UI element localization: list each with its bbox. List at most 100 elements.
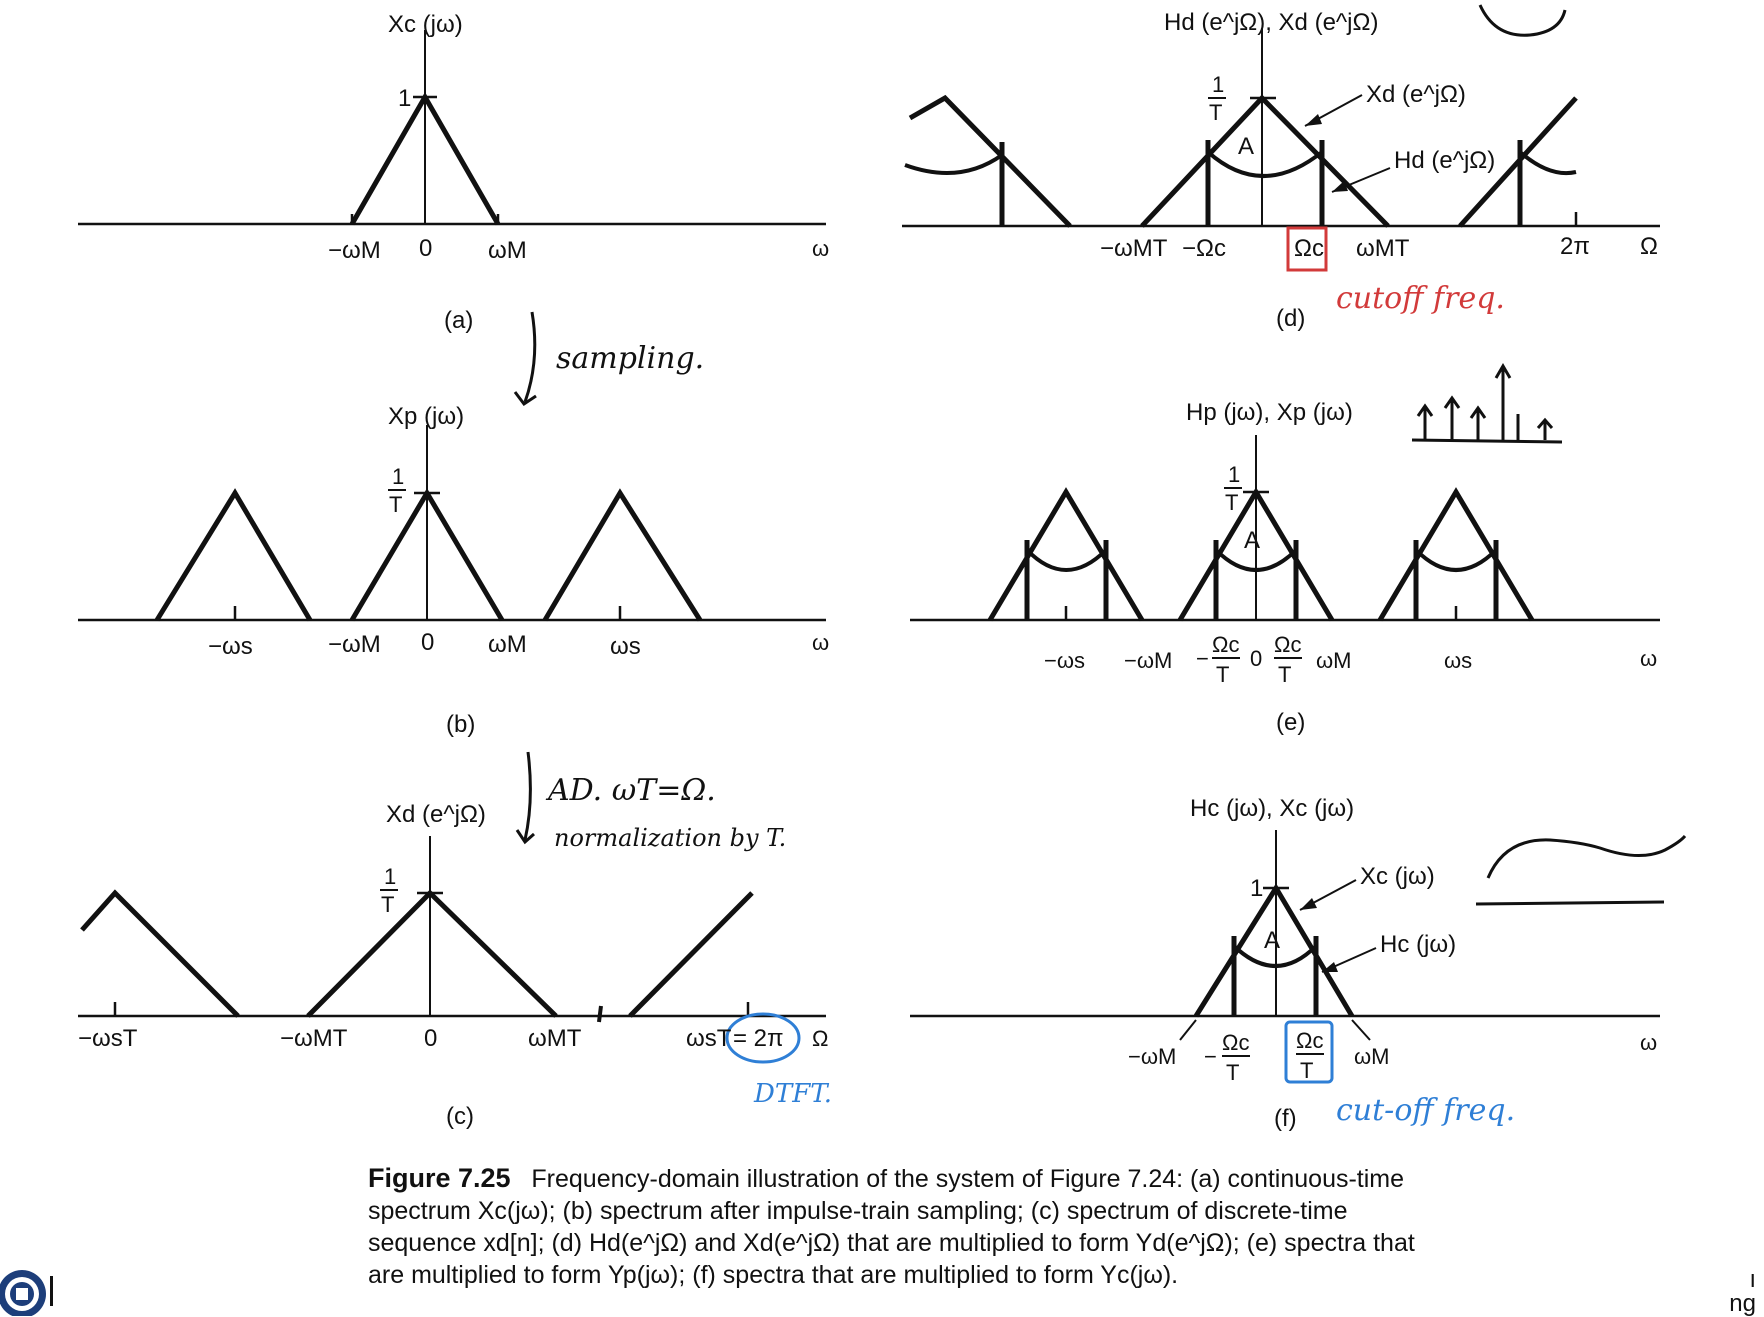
panel-c-tick-label: = 2π bbox=[733, 1025, 784, 1052]
panel-f-leader-wm-left bbox=[1179, 1019, 1197, 1041]
panel-e-filter-center bbox=[1214, 548, 1298, 572]
panel-f-tick-label: −ωM bbox=[1128, 1044, 1176, 1069]
panel-d bbox=[902, 4, 1660, 228]
panel-b-tick-label: ωs bbox=[610, 633, 641, 660]
panel-d-peak-den: T bbox=[1209, 100, 1222, 125]
panel-b-tick-label: −ωM bbox=[328, 631, 381, 658]
panel-d-tick-label: Ωc bbox=[1294, 235, 1324, 262]
panel-b-tick-label: −ωs bbox=[208, 633, 253, 660]
panel-d-axis-var: Ω bbox=[1640, 233, 1658, 260]
annotation-normalization: normalization by T. bbox=[554, 824, 786, 852]
panel-c-tag: (c) bbox=[446, 1103, 474, 1130]
panel-e-tick-label: −ωM bbox=[1124, 648, 1172, 673]
caption-text: Frequency-domain illustration of the sys… bbox=[368, 1165, 1415, 1289]
panel-d-peak-num: 1 bbox=[1212, 72, 1224, 97]
panel-d-triangle-left bbox=[908, 94, 1072, 228]
panel-d-tick-label: −ωMT bbox=[1100, 235, 1168, 262]
panel-f-tick-label: − bbox=[1204, 1044, 1217, 1069]
panel-b-tick-label: ωM bbox=[488, 631, 527, 658]
page-edge-text-line: ı bbox=[1749, 1266, 1756, 1293]
caption-head: Figure 7.25 bbox=[368, 1163, 511, 1193]
panel-c-stray-mark bbox=[597, 1005, 603, 1023]
panel-d-triangle-center bbox=[1140, 94, 1390, 228]
panel-b-axis-var: ω bbox=[812, 630, 829, 655]
panel-c-tick-label: ωMT bbox=[528, 1025, 582, 1052]
panel-e-triangle-left bbox=[987, 487, 1145, 622]
panel-a-ylabel: Xc (jω) bbox=[388, 11, 463, 38]
sampling-bracket bbox=[523, 311, 537, 403]
panel-c-axis-var: Ω bbox=[812, 1026, 828, 1051]
panel-c bbox=[78, 836, 826, 1023]
panel-f-tick-label: Ωc bbox=[1222, 1030, 1249, 1055]
panel-b-triangle-right bbox=[542, 488, 703, 622]
ad-bracket bbox=[523, 751, 532, 841]
panel-d-tick-label: −Ωc bbox=[1182, 235, 1226, 262]
panel-c-tick-label: 0 bbox=[424, 1025, 437, 1052]
panel-c-tick-label: −ωMT bbox=[280, 1025, 348, 1052]
panel-e-ylabel: Hp (jω), Xp (jω) bbox=[1186, 399, 1353, 426]
panel-a-tick-label: 0 bbox=[419, 235, 432, 262]
annotation-dtft: DTFT. bbox=[753, 1079, 832, 1109]
panel-b-tick-label: 0 bbox=[421, 629, 434, 656]
annotation-sampling: sampling. bbox=[556, 341, 704, 376]
panel-c-peak-den: T bbox=[381, 892, 394, 917]
panel-e-peak-num: 1 bbox=[1228, 462, 1240, 487]
panel-b-peak-num: 1 bbox=[392, 464, 404, 489]
annotation-cutoff-blue: cut-off freq. bbox=[1336, 1093, 1515, 1128]
panel-d-arrow-h bbox=[1332, 181, 1348, 192]
panel-d-scribble bbox=[1478, 4, 1567, 37]
panel-d-filter-center bbox=[1206, 150, 1324, 178]
panel-f-tick-label: T bbox=[1226, 1060, 1239, 1085]
panel-a-peak-label: 1 bbox=[398, 85, 411, 112]
panel-b-peak-den: T bbox=[389, 492, 402, 517]
panel-d-tick-label: 2π bbox=[1560, 233, 1590, 260]
annotation-ad: AD. ωT=Ω. bbox=[545, 773, 716, 808]
panel-f-curve-x-label: Xc (jω) bbox=[1360, 863, 1435, 890]
panel-e-tag: (e) bbox=[1276, 709, 1305, 736]
panel-c-peak-num: 1 bbox=[384, 864, 396, 889]
panel-f-peak-label: 1 bbox=[1250, 875, 1263, 902]
panel-c-tick-label: ωsT bbox=[686, 1025, 732, 1052]
panel-b-triangle-left bbox=[154, 488, 313, 622]
panel-f-curve-h-label: Hc (jω) bbox=[1380, 931, 1456, 958]
panel-a-axis-var: ω bbox=[812, 236, 829, 261]
panel-e-tick-label: Ωc bbox=[1212, 632, 1239, 657]
panel-e-tick-label: T bbox=[1216, 662, 1229, 687]
two-pi-circle bbox=[725, 1012, 801, 1064]
panel-d-tag: (d) bbox=[1276, 305, 1305, 332]
university-seal-logo bbox=[0, 1270, 53, 1316]
panel-d-area-label: A bbox=[1238, 133, 1254, 160]
panel-d-curve-x-label: Xd (e^jΩ) bbox=[1366, 81, 1466, 108]
panel-f-tag: (f) bbox=[1274, 1105, 1297, 1132]
panel-e-filter-right bbox=[1414, 548, 1498, 572]
panel-e-triangle-right bbox=[1377, 487, 1535, 622]
panel-e-peak-den: T bbox=[1225, 490, 1238, 515]
panel-a-tick-label: −ωM bbox=[328, 237, 381, 264]
panel-b-tag: (b) bbox=[446, 711, 475, 738]
panel-e bbox=[910, 363, 1660, 622]
sampling-arrow bbox=[513, 391, 537, 407]
panel-f-arrow-x bbox=[1300, 898, 1317, 910]
panel-a bbox=[78, 30, 826, 226]
cutoff-box-red bbox=[1286, 226, 1328, 272]
panel-d-arrow-x bbox=[1305, 114, 1322, 126]
panel-d-filter-left bbox=[904, 153, 1004, 175]
panel-c-triangle-left bbox=[80, 889, 240, 1018]
panel-a-tick-label: ωM bbox=[488, 237, 527, 264]
panel-e-tick-label: ωM bbox=[1316, 648, 1352, 673]
panel-f-arrow-h bbox=[1322, 962, 1338, 972]
panel-c-triangle-center bbox=[306, 889, 558, 1018]
panel-f-ylabel: Hc (jω), Xc (jω) bbox=[1190, 795, 1354, 822]
panel-e-axis-var: ω bbox=[1640, 646, 1657, 671]
panel-e-tick-label: ωs bbox=[1444, 648, 1472, 673]
page-edge-text: ı ng bbox=[1729, 1268, 1756, 1316]
panel-e-impulse-sketch bbox=[1411, 363, 1563, 444]
figure-caption: Figure 7.25 Frequency-domain illustratio… bbox=[368, 1162, 1428, 1291]
panel-f-tick-label: ωM bbox=[1354, 1044, 1390, 1069]
panel-f-tick-label: T bbox=[1300, 1058, 1313, 1083]
panel-f-area-label: A bbox=[1264, 927, 1280, 954]
panel-d-curve-h-label: Hd (e^jΩ) bbox=[1394, 147, 1495, 174]
annotation-cutoff-red: cutoff freq. bbox=[1336, 281, 1505, 316]
panel-e-tick-label: − bbox=[1196, 646, 1209, 671]
